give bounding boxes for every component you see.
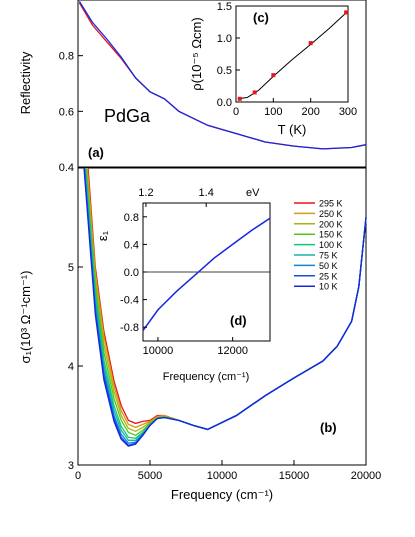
legend-label: 295 K [319,199,343,209]
top-tick-label: 1.4 [199,187,214,199]
x-tick-label: 0 [233,106,239,118]
x-tick-label: 20000 [351,470,382,482]
legend-label: 75 K [319,251,338,261]
inset-d: 10000 12000 -0.8 -0.4 0.0 0.4 0.8 1.2 1.4 eV ε… [95,187,271,383]
inset-c-fit-line [237,10,349,100]
inset-d-ylabel: ε₁ [95,230,110,241]
inset-d-x-ticks: 10000 12000 [143,337,248,357]
panel-a-series-line [78,1,367,150]
y-tick-label: 0.0 [217,97,232,109]
sample-name: PdGa [104,106,151,126]
panel-b-xlabel: Frequency (cm⁻¹) [171,487,273,502]
inset-d-label: (d) [230,313,247,328]
y-tick-label: -0.8 [120,322,139,334]
y-tick-label: 0.5 [217,65,232,77]
x-tick-label: 12000 [217,345,248,357]
legend-label: 10 K [319,282,338,292]
y-tick-label: 4 [68,361,74,373]
legend-label: 200 K [319,219,343,229]
x-tick-label: 0 [75,470,81,482]
inset-d-series-group [142,217,271,332]
panel-b: 0 5000 10000 15000 20000 3 4 5 σ₁(10³ Ω⁻¹cm⁻¹)… [18,167,381,502]
y-tick-label: -0.4 [120,295,139,307]
inset-c-data-point [271,73,276,78]
inset-d-top-ticks: 1.2 1.4 [138,187,214,207]
inset-c-xlabel: T (K) [278,122,307,137]
inset-c-x-ticks: 0 100 200 300 [233,98,357,118]
legend-label: 150 K [319,230,343,240]
inset-c-frame [235,5,349,103]
panel-b-label: (b) [320,420,337,435]
inset-c-data-point [308,41,313,46]
legend-label: 50 K [319,261,338,271]
legend-label: 25 K [319,271,338,281]
y-tick-label: 0.0 [124,267,139,279]
panel-a: 0.4 0.6 0.8 Reflectivity PdGa (a) [18,0,367,174]
y-tick-label: 0.6 [59,106,74,118]
y-tick-label: 5 [68,262,74,274]
panel-b-y-ticks: 3 4 5 [68,262,83,472]
y-tick-label: 0.8 [59,51,74,63]
x-tick-label: 10000 [207,470,238,482]
panel-b-series-group [83,167,367,447]
legend-label: 250 K [319,209,343,219]
inset-c-data-point [237,96,242,101]
x-tick-label: 300 [339,106,357,118]
y-tick-label: 1.0 [217,33,232,45]
panel-a-label: (a) [88,145,104,160]
x-tick-label: 15000 [279,470,310,482]
legend-label: 100 K [319,240,343,250]
x-tick-label: 100 [264,106,282,118]
y-tick-label: 0.4 [124,239,139,251]
inset-c-data-point [252,90,257,95]
inset-c-y-ticks: 0.0 0.5 1.0 1.5 [217,1,240,109]
inset-c: 0 100 200 300 0.0 0.5 1.0 1.5 ρ(10⁻⁵ Ωcm) T (K… [189,1,357,137]
inset-c-points-group [237,10,349,101]
inset-c-label: (c) [253,10,269,25]
inset-c-ylabel: ρ(10⁻⁵ Ωcm) [189,17,204,90]
panel-b-series-line [83,167,367,447]
panel-b-x-ticks: 0 5000 10000 15000 20000 [75,460,381,482]
x-tick-label: 5000 [138,470,162,482]
panel-a-frame [77,0,367,168]
inset-d-top-unit: eV [246,187,260,199]
inset-d-xlabel: Frequency (cm⁻¹) [163,371,250,383]
inset-d-y-ticks: -0.8 -0.4 0.0 0.4 0.8 [120,212,147,334]
panel-a-y-ticks: 0.4 0.6 0.8 [59,51,83,174]
x-tick-label: 200 [301,106,319,118]
inset-c-fit-group [237,10,349,100]
top-tick-label: 1.2 [138,187,153,199]
y-tick-label: 1.5 [217,1,232,13]
y-tick-label: 0.4 [59,162,74,174]
panel-a-series-group [78,1,367,150]
y-tick-label: 0.8 [124,212,139,224]
x-tick-label: 10000 [143,345,174,357]
panel-a-ylabel: Reflectivity [18,51,33,114]
panel-b-ylabel: σ₁(10³ Ω⁻¹cm⁻¹) [18,271,33,364]
y-tick-label: 3 [68,460,74,472]
inset-d-series-line [142,217,271,332]
inset-c-data-point [344,10,349,15]
